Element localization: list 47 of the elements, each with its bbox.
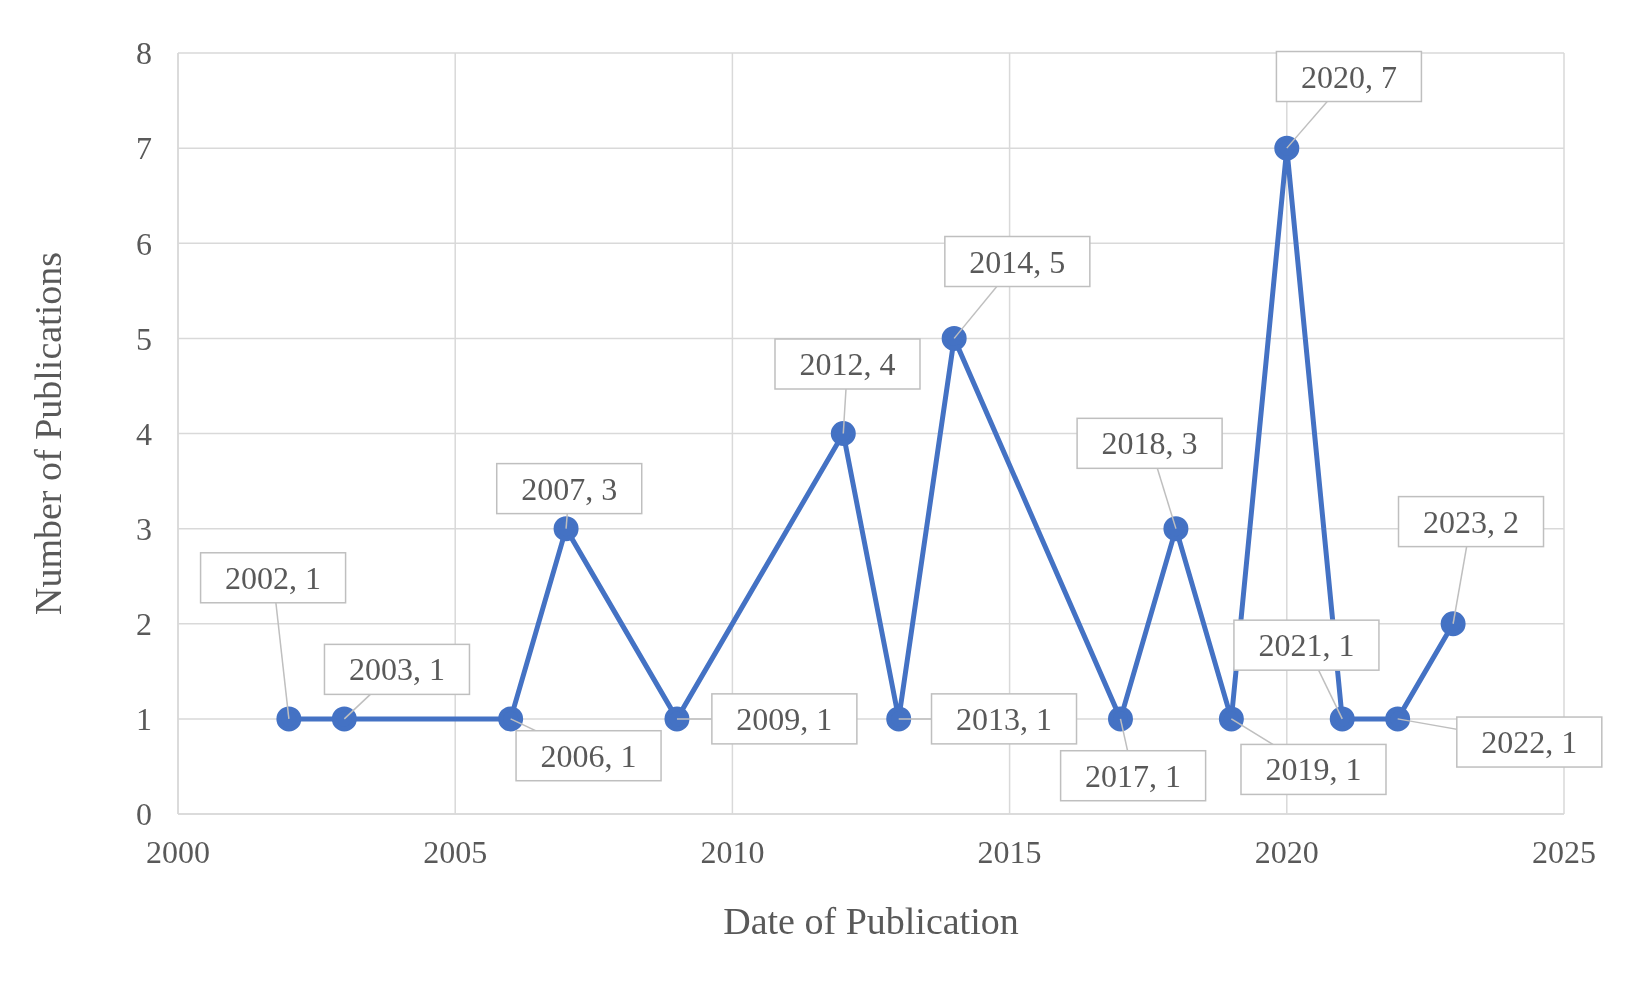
x-tick-label: 2025 [1532,833,1596,870]
point [830,421,856,446]
data-label: 2021, 1 [1258,627,1355,664]
y-tick-label: 6 [136,225,152,262]
point [1274,135,1300,161]
x-axis-title: Date of Publication [723,900,1019,942]
data-label: 2012, 4 [799,346,896,382]
y-tick-label: 1 [136,701,152,738]
x-tick-label: 2020 [1254,833,1319,870]
y-tick-label: 0 [136,796,152,833]
data-label: 2023, 2 [1423,503,1520,540]
data-label: 2020, 7 [1300,58,1397,95]
point [1329,706,1355,732]
point [1107,706,1133,732]
data-label: 2014, 5 [969,243,1066,280]
point [553,516,579,542]
y-tick-label: 5 [136,320,152,357]
point [1385,706,1411,732]
point [1440,611,1466,637]
x-tick-label: 2000 [146,833,210,870]
data-label: 2019, 1 [1265,751,1362,788]
y-tick-label: 7 [136,130,152,167]
y-tick-label: 8 [136,35,152,72]
point [1163,516,1189,542]
point [498,706,524,732]
data-label: 2003, 1 [348,651,445,688]
x-tick-label: 2005 [423,833,488,870]
point [276,706,302,732]
data-label: 2002, 1 [225,559,322,596]
point [331,706,357,732]
y-tick-label: 3 [136,510,152,547]
y-axis-title: Number of Publications [27,251,70,616]
point [1218,706,1244,732]
data-label: 2017, 1 [1085,757,1182,794]
x-tick-label: 2010 [700,833,765,870]
point [941,325,967,351]
data-label: 2006, 1 [540,737,637,774]
data-label: 2009, 1 [736,700,833,737]
point [886,706,912,732]
x-tick-label: 2015 [977,833,1042,870]
data-label: 2013, 1 [956,700,1053,737]
data-label: 2022, 1 [1481,724,1578,761]
data-label: 2007, 3 [521,470,618,507]
data-label: 2018, 3 [1101,425,1198,462]
y-tick-label: 4 [136,415,152,452]
point [664,706,690,732]
y-tick-label: 2 [136,606,152,643]
